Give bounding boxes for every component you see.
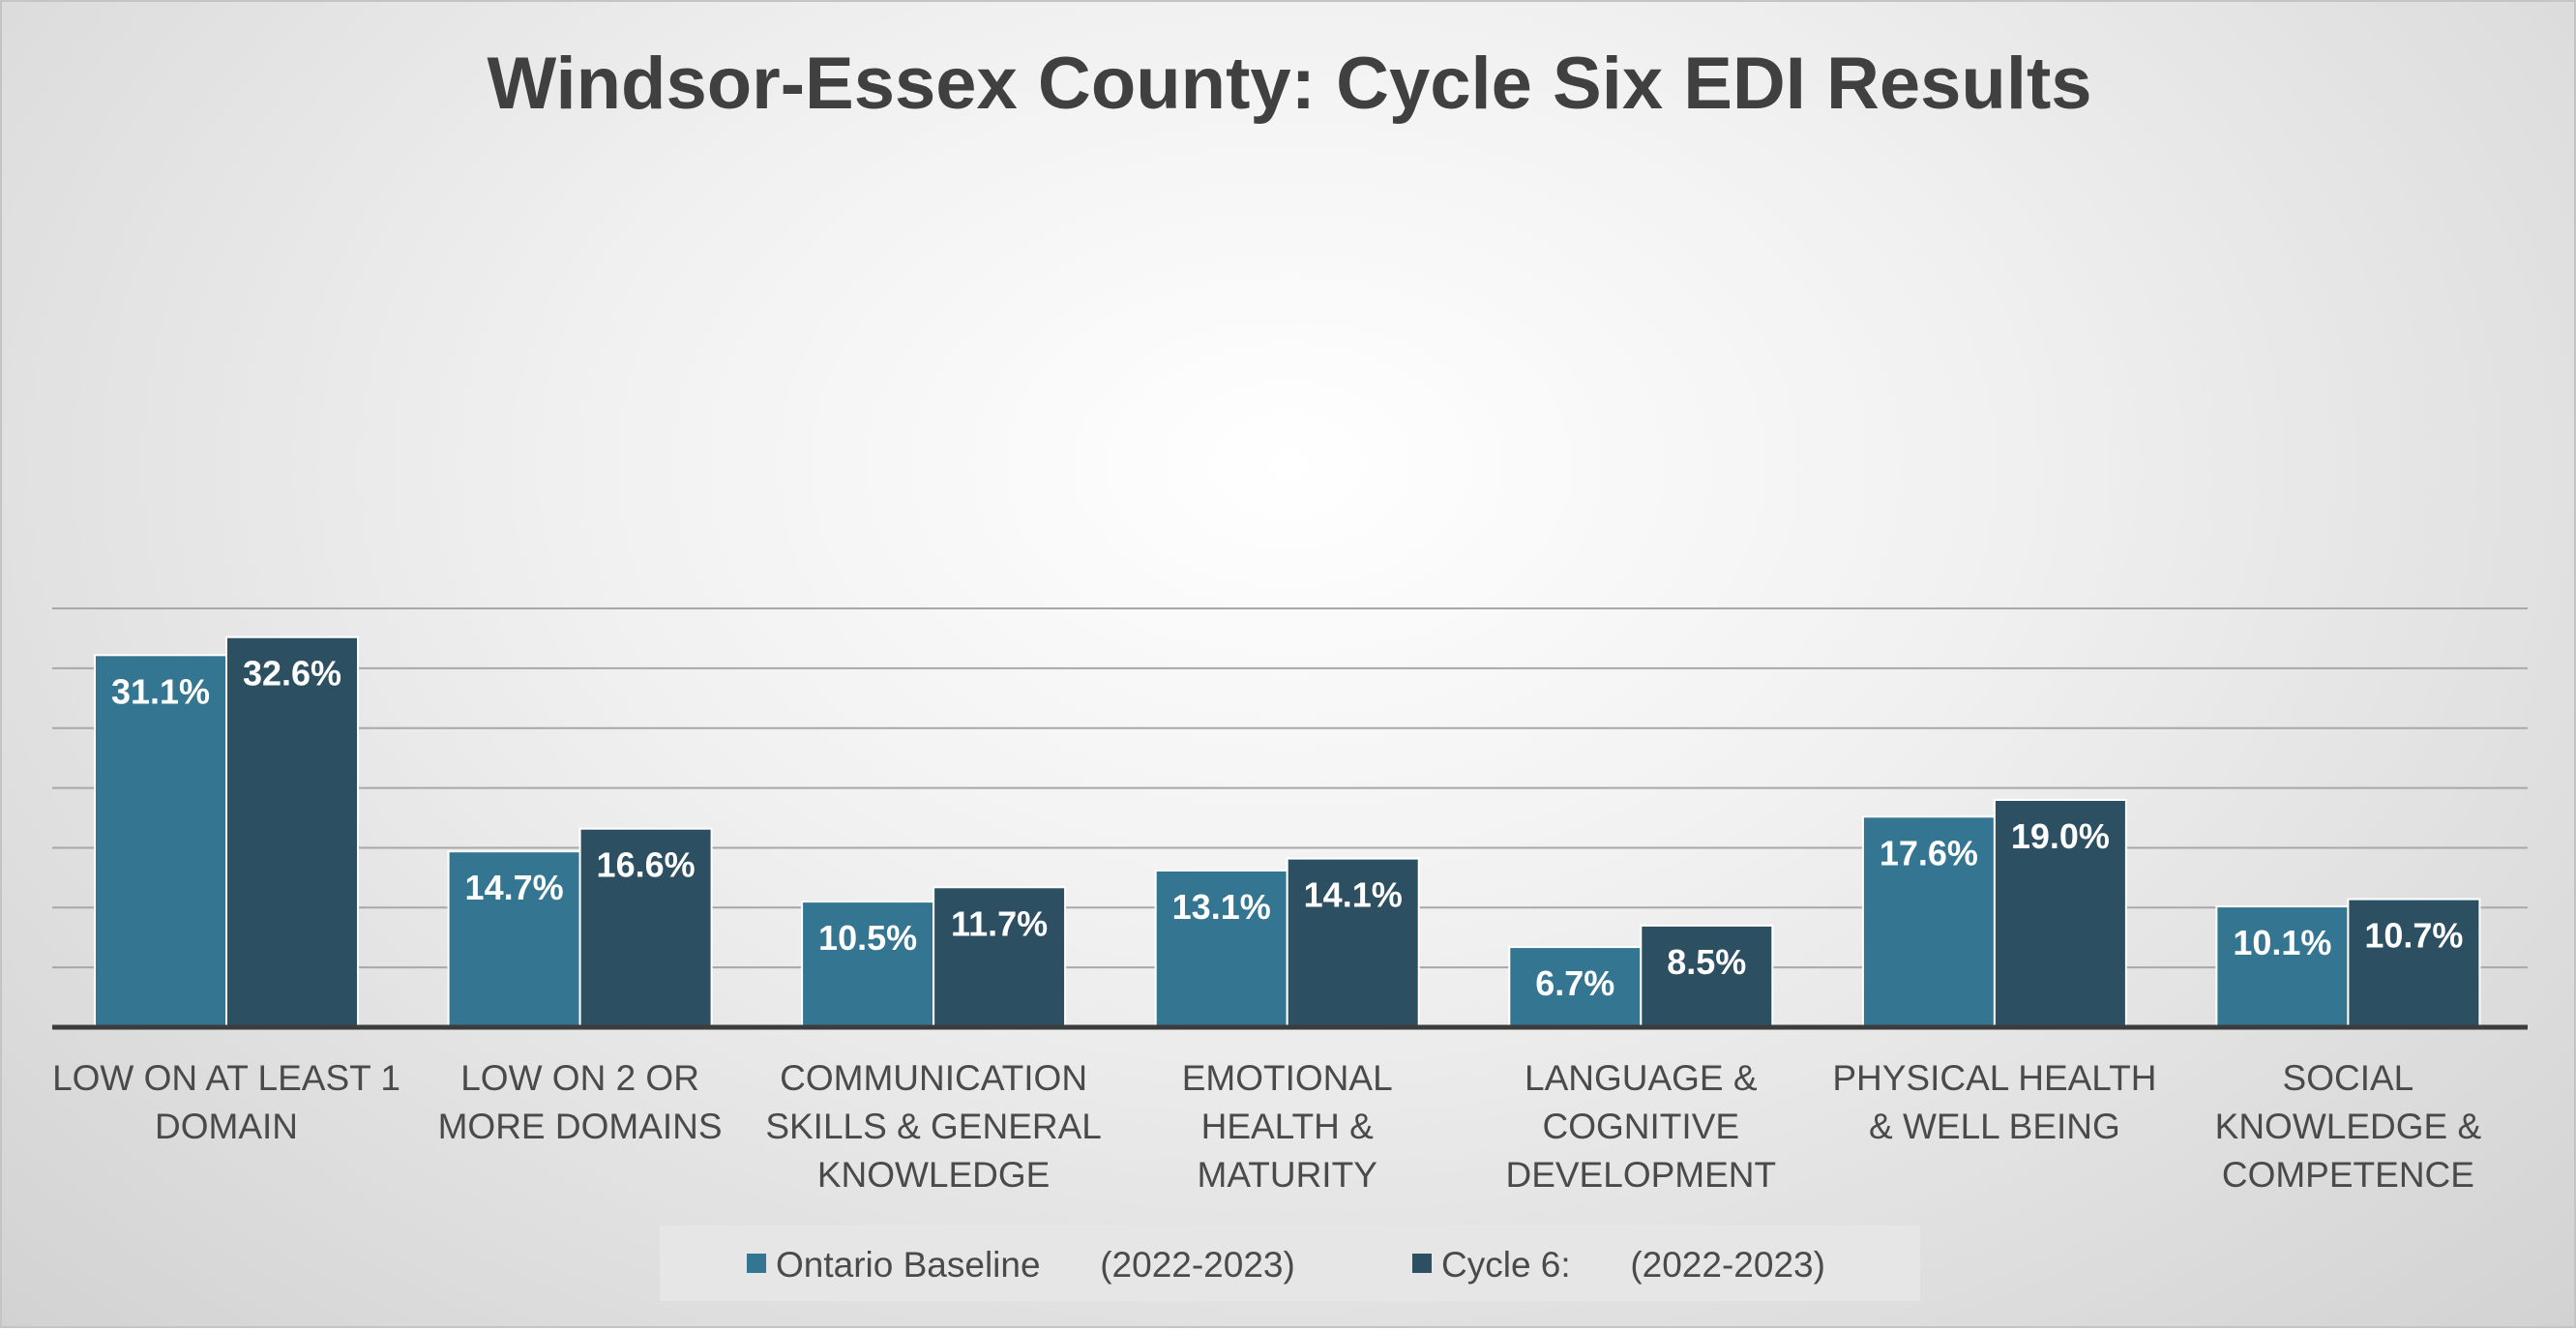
category-labels: LOW ON AT LEAST 1 DOMAIN LOW ON 2 OR MORE D… bbox=[52, 1058, 2481, 1195]
legend-swatch-ontario-baseline bbox=[747, 1254, 766, 1273]
bar-cycle-6 bbox=[578, 827, 713, 1029]
legend-swatch-cycle-6 bbox=[1412, 1254, 1432, 1273]
data-label: 6.7% bbox=[1535, 963, 1614, 1003]
chart-title: Windsor-Essex County: Cycle Six EDI Resu… bbox=[487, 43, 2091, 125]
bar-ontario-baseline bbox=[447, 850, 581, 1029]
category-label: LOW ON 2 OR MORE DOMAINS bbox=[438, 1058, 723, 1146]
bar-ontario-baseline bbox=[1508, 946, 1643, 1028]
bar-ontario-baseline bbox=[801, 901, 935, 1028]
data-label: 10.1% bbox=[2233, 923, 2331, 962]
category-label: LANGUAGE & COGNITIVE DEVELOPMENT bbox=[1505, 1058, 1776, 1195]
data-label: 17.6% bbox=[1880, 833, 1978, 872]
data-label: 10.5% bbox=[818, 918, 917, 958]
legend-label-cycle-6: Cycle 6: (2022-2023) bbox=[1441, 1245, 1825, 1285]
legend-box bbox=[660, 1226, 1920, 1301]
data-label: 19.0% bbox=[2011, 816, 2110, 856]
category-label: COMMUNICATION SKILLS & GENERAL KNOWLEDGE bbox=[765, 1058, 1102, 1195]
data-label: 14.1% bbox=[1304, 875, 1403, 915]
data-label: 13.1% bbox=[1172, 887, 1271, 927]
bar-cycle-6 bbox=[1640, 924, 1774, 1029]
data-label: 16.6% bbox=[597, 845, 696, 885]
data-label: 10.7% bbox=[2364, 916, 2463, 956]
legend-label-ontario-baseline: Ontario Baseline (2022-2023) bbox=[776, 1245, 1295, 1285]
bar-cycle-6 bbox=[1286, 857, 1420, 1028]
data-label: 11.7% bbox=[951, 903, 1048, 943]
bar-ontario-baseline bbox=[1154, 870, 1288, 1028]
bar-ontario-baseline bbox=[1861, 815, 1996, 1028]
category-label: PHYSICAL HEALTH & WELL BEING bbox=[1832, 1058, 2156, 1146]
data-label: 31.1% bbox=[111, 671, 210, 711]
data-label: 14.7% bbox=[465, 868, 564, 907]
category-label: SOCIAL KNOWLEDGE & COMPETENCE bbox=[2215, 1058, 2482, 1195]
category-label: LOW ON AT LEAST 1 DOMAIN bbox=[52, 1058, 400, 1146]
data-label: 8.5% bbox=[1667, 942, 1746, 982]
data-label: 32.6% bbox=[243, 654, 341, 694]
bar-cycle-6 bbox=[2347, 898, 2481, 1028]
bar-cycle-6 bbox=[1993, 799, 2127, 1028]
bar-cycle-6 bbox=[225, 635, 359, 1028]
legend: Ontario Baseline (2022-2023) Cycle 6: (2… bbox=[660, 1226, 1920, 1301]
bars: 31.1% 14.7% 10.5% 13.1% 6.7% 17.6% 10.1% 32.6% 1… bbox=[94, 635, 2481, 1029]
category-label: EMOTIONAL HEALTH & MATURITY bbox=[1182, 1058, 1393, 1195]
